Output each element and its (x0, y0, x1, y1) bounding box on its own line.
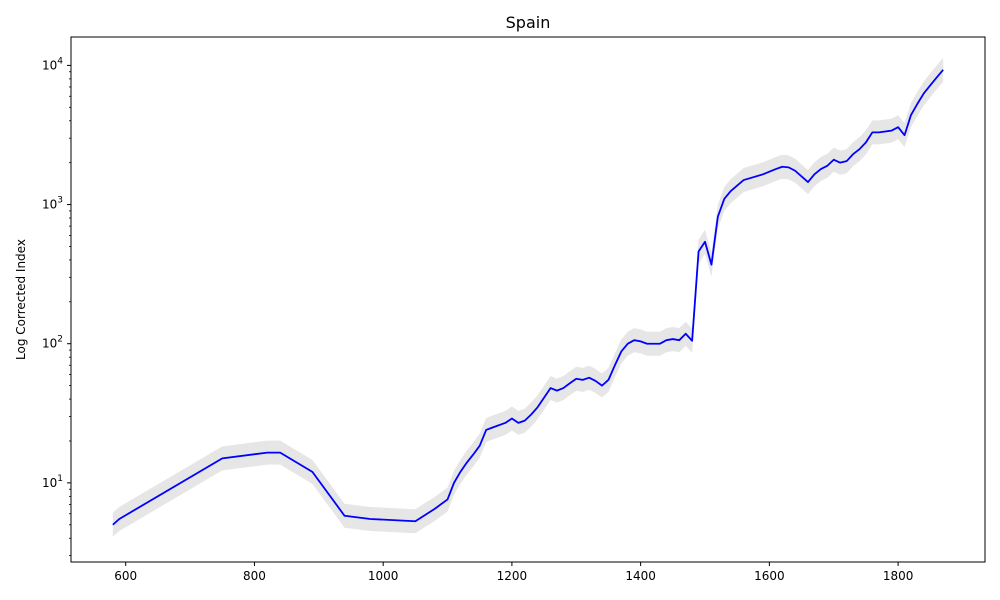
x-tick-label: 1000 (368, 569, 399, 583)
chart-title: Spain (506, 13, 551, 32)
confidence-band-layer (112, 57, 944, 537)
y-axis: 101 102 103 104 (42, 56, 71, 557)
x-tick-label: 1200 (497, 569, 528, 583)
confidence-band (112, 57, 944, 537)
y-tick-label: 104 (42, 56, 63, 72)
series-line (112, 69, 944, 526)
x-tick-label: 1600 (754, 569, 785, 583)
x-tick-label: 1400 (625, 569, 656, 583)
x-tick-label: 1800 (883, 569, 914, 583)
x-axis: 600 800 1000 1200 1400 1600 1800 (114, 562, 913, 583)
y-tick-label: 102 (42, 335, 63, 351)
y-tick-label: 103 (42, 196, 63, 212)
x-tick-label: 600 (114, 569, 137, 583)
x-tick-label: 800 (243, 569, 266, 583)
plot-frame (70, 36, 986, 563)
y-tick-label: 101 (42, 474, 63, 490)
series-line-layer (112, 69, 944, 526)
y-axis-label: Log Corrected Index (14, 239, 28, 360)
